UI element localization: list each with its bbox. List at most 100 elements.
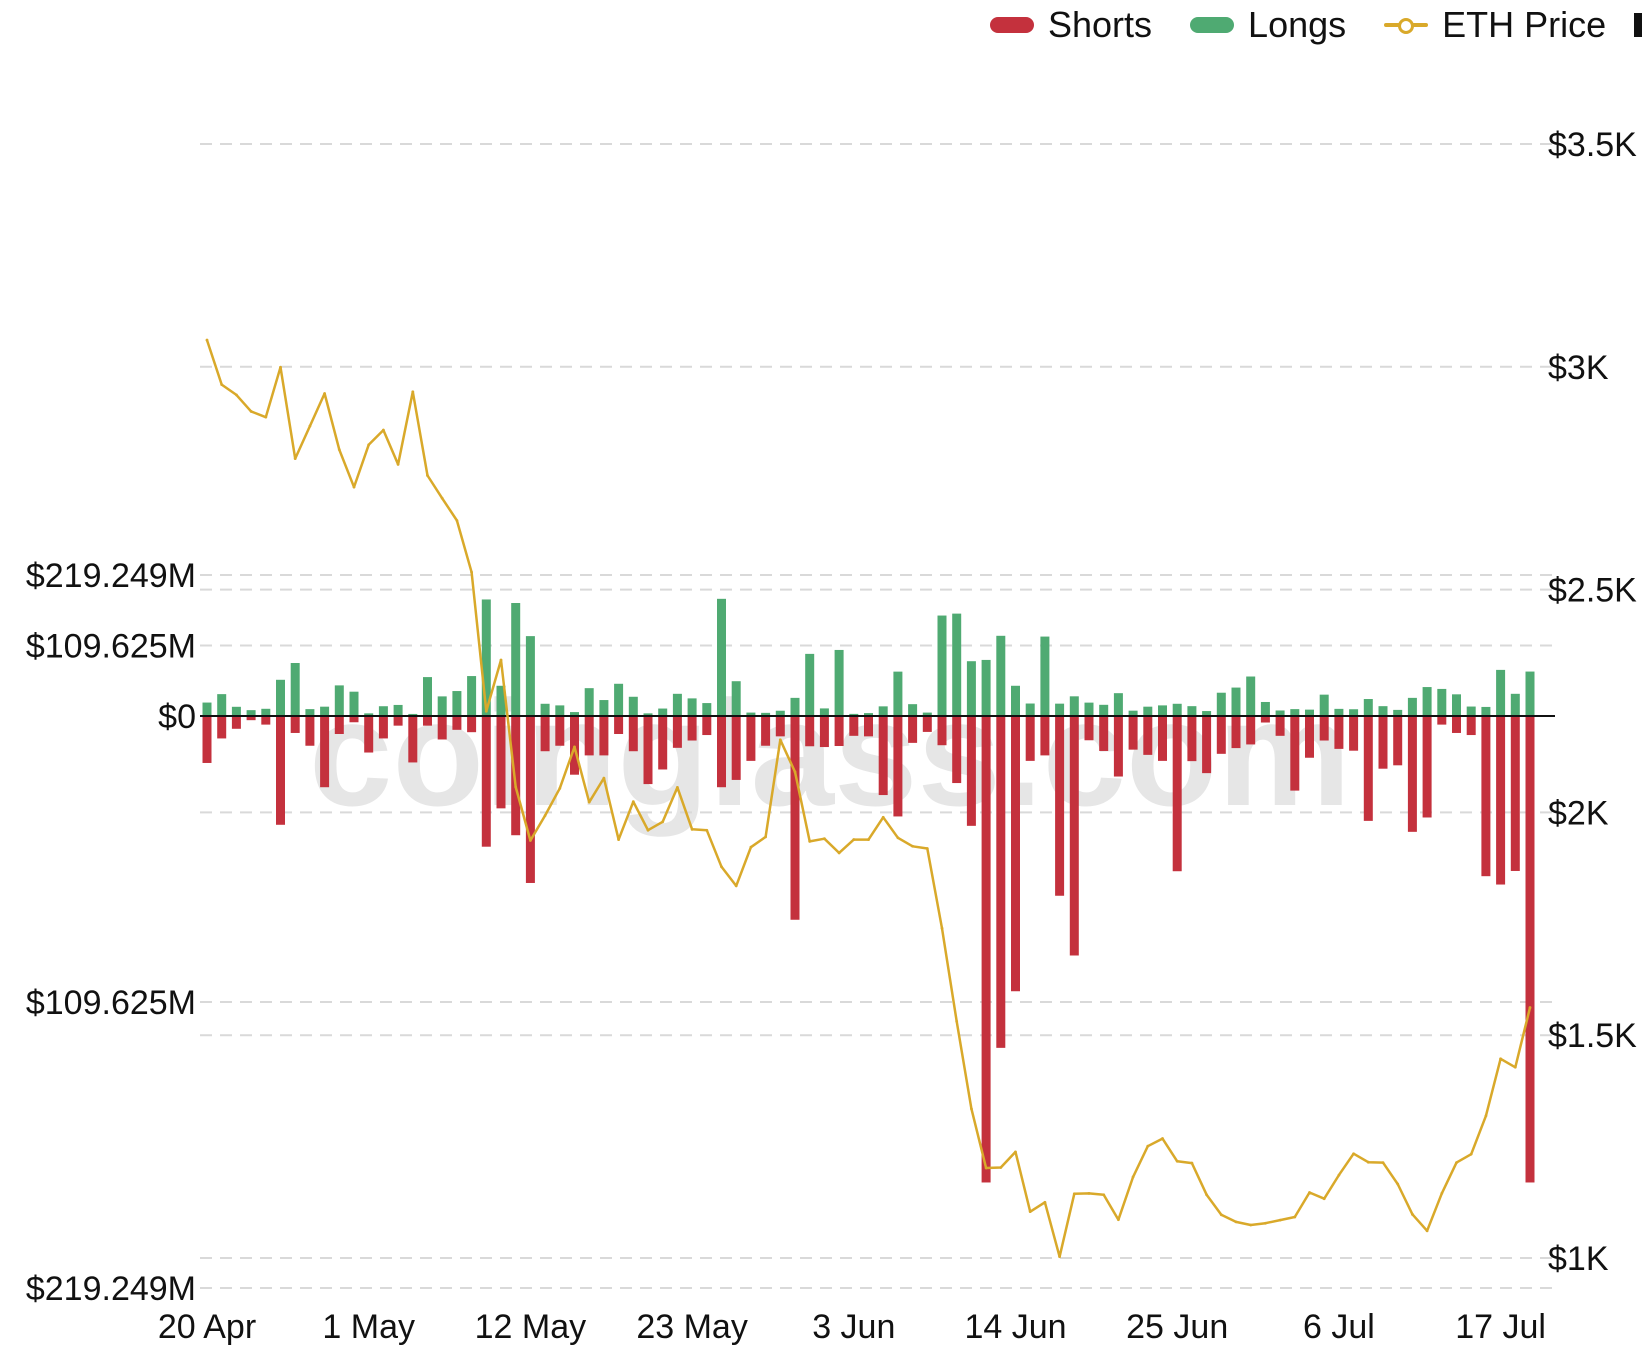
longs-bar — [1393, 709, 1403, 716]
eth-price-point — [1440, 1191, 1444, 1195]
longs-bar — [981, 659, 991, 716]
eth-price-point — [999, 1166, 1003, 1169]
eth-price-point — [587, 800, 591, 804]
x-tick-label: 20 Apr — [158, 1308, 256, 1346]
eth-price-point — [896, 836, 900, 840]
x-tick-label: 6 Jul — [1303, 1308, 1375, 1346]
eth-price-point — [1308, 1191, 1311, 1194]
eth-price-point — [881, 815, 885, 819]
eth-price-point — [1411, 1212, 1414, 1216]
eth-price-point — [705, 828, 709, 832]
shorts-bar — [746, 716, 756, 761]
left-tick-label: $219.249M — [26, 1270, 196, 1308]
longs-bar — [1143, 706, 1153, 716]
longs-bar — [614, 683, 624, 716]
shorts-bar — [1202, 716, 1212, 774]
eth-price-point — [1072, 1192, 1076, 1196]
legend-item-shorts[interactable]: Shorts — [990, 4, 1152, 46]
shorts-bar — [1216, 716, 1226, 754]
eth-price-point — [1455, 1161, 1458, 1165]
shorts-bar — [452, 716, 462, 730]
left-tick-label: $219.249M — [26, 557, 196, 595]
eth-price-point — [235, 393, 238, 397]
legend-item-eth-price[interactable]: ETH Price — [1384, 4, 1606, 46]
shorts-bar — [908, 716, 918, 743]
eth-price-point — [764, 835, 767, 839]
longs-bar — [1084, 702, 1094, 716]
longs-bar — [1231, 687, 1241, 716]
shorts-bar — [290, 716, 300, 733]
longs-bar — [1158, 705, 1167, 716]
eth-price-point — [1058, 1255, 1061, 1259]
eth-price-point — [1425, 1229, 1429, 1233]
eth-price-point — [1205, 1193, 1208, 1197]
eth-price-point — [925, 847, 929, 850]
shorts-bar — [687, 716, 697, 741]
longs-bar — [290, 663, 300, 716]
shorts-bar — [1260, 716, 1270, 723]
longs-bar — [467, 676, 477, 716]
eth-price-point — [1102, 1193, 1106, 1197]
longs-bar — [966, 661, 976, 716]
eth-price-point — [514, 785, 518, 789]
longs-bar — [996, 635, 1006, 716]
eth-price-point — [573, 745, 576, 749]
eth-price-point — [1234, 1220, 1238, 1224]
shorts-bar — [1099, 716, 1109, 751]
longs-bar — [1334, 708, 1344, 716]
longs-bar — [1202, 711, 1212, 716]
legend-item-longs[interactable]: Longs — [1190, 4, 1346, 46]
longs-bar — [540, 703, 550, 716]
shorts-bar — [1393, 716, 1403, 766]
shorts-bar — [1128, 716, 1138, 750]
shorts-bar — [922, 716, 932, 732]
x-tick-label: 3 Jun — [812, 1308, 895, 1346]
right-tick-label: $2.5K — [1548, 572, 1637, 610]
longs-bar — [864, 713, 873, 716]
chart-legend: Shorts Longs ETH Price — [990, 4, 1643, 46]
shorts-bar — [1084, 716, 1094, 741]
eth-price-point — [911, 844, 914, 848]
eth-price-point — [1366, 1160, 1370, 1164]
longs-bar — [761, 712, 771, 716]
eth-price-point — [529, 839, 532, 842]
eth-price-point — [1161, 1137, 1164, 1140]
shorts-bar — [1452, 716, 1461, 733]
eth-price-point — [455, 519, 459, 522]
longs-bar — [511, 603, 521, 716]
longs-bar — [1055, 703, 1065, 716]
left-tick-label: $109.625M — [26, 984, 196, 1022]
shorts-bar — [1172, 716, 1182, 872]
shorts-bar — [1349, 716, 1359, 751]
longs-bar — [231, 706, 241, 716]
eth-price-point — [661, 820, 665, 824]
longs-bar — [952, 613, 962, 716]
legend-label-longs: Longs — [1248, 4, 1347, 45]
eth-price-point — [411, 390, 415, 394]
eth-price-point — [249, 409, 253, 413]
shorts-bar — [261, 716, 271, 725]
left-tick-label: $109.625M — [26, 627, 196, 665]
x-tick-label: 17 Jul — [1455, 1308, 1546, 1346]
longs-bar — [408, 713, 418, 716]
shorts-bar — [364, 716, 374, 753]
eth-price-point — [1293, 1215, 1297, 1219]
eth-price-point — [1175, 1159, 1179, 1163]
shorts-bar — [599, 716, 609, 756]
eth-price-point — [1469, 1152, 1473, 1156]
longs-bar — [1040, 636, 1050, 716]
longs-bar — [1407, 697, 1417, 716]
shorts-bar — [952, 716, 962, 784]
eth-price-point — [1484, 1114, 1488, 1118]
shorts-bar — [511, 716, 521, 836]
longs-bar — [1378, 706, 1388, 716]
shorts-bar — [717, 716, 726, 788]
longs-bar — [1260, 701, 1270, 716]
longs-bar — [1246, 676, 1256, 716]
eth-price-point — [1381, 1161, 1385, 1165]
eth-price-point — [955, 1019, 959, 1023]
eth-price-point — [734, 884, 738, 888]
eth-price-point — [352, 485, 356, 489]
eth-price-point — [778, 738, 782, 742]
